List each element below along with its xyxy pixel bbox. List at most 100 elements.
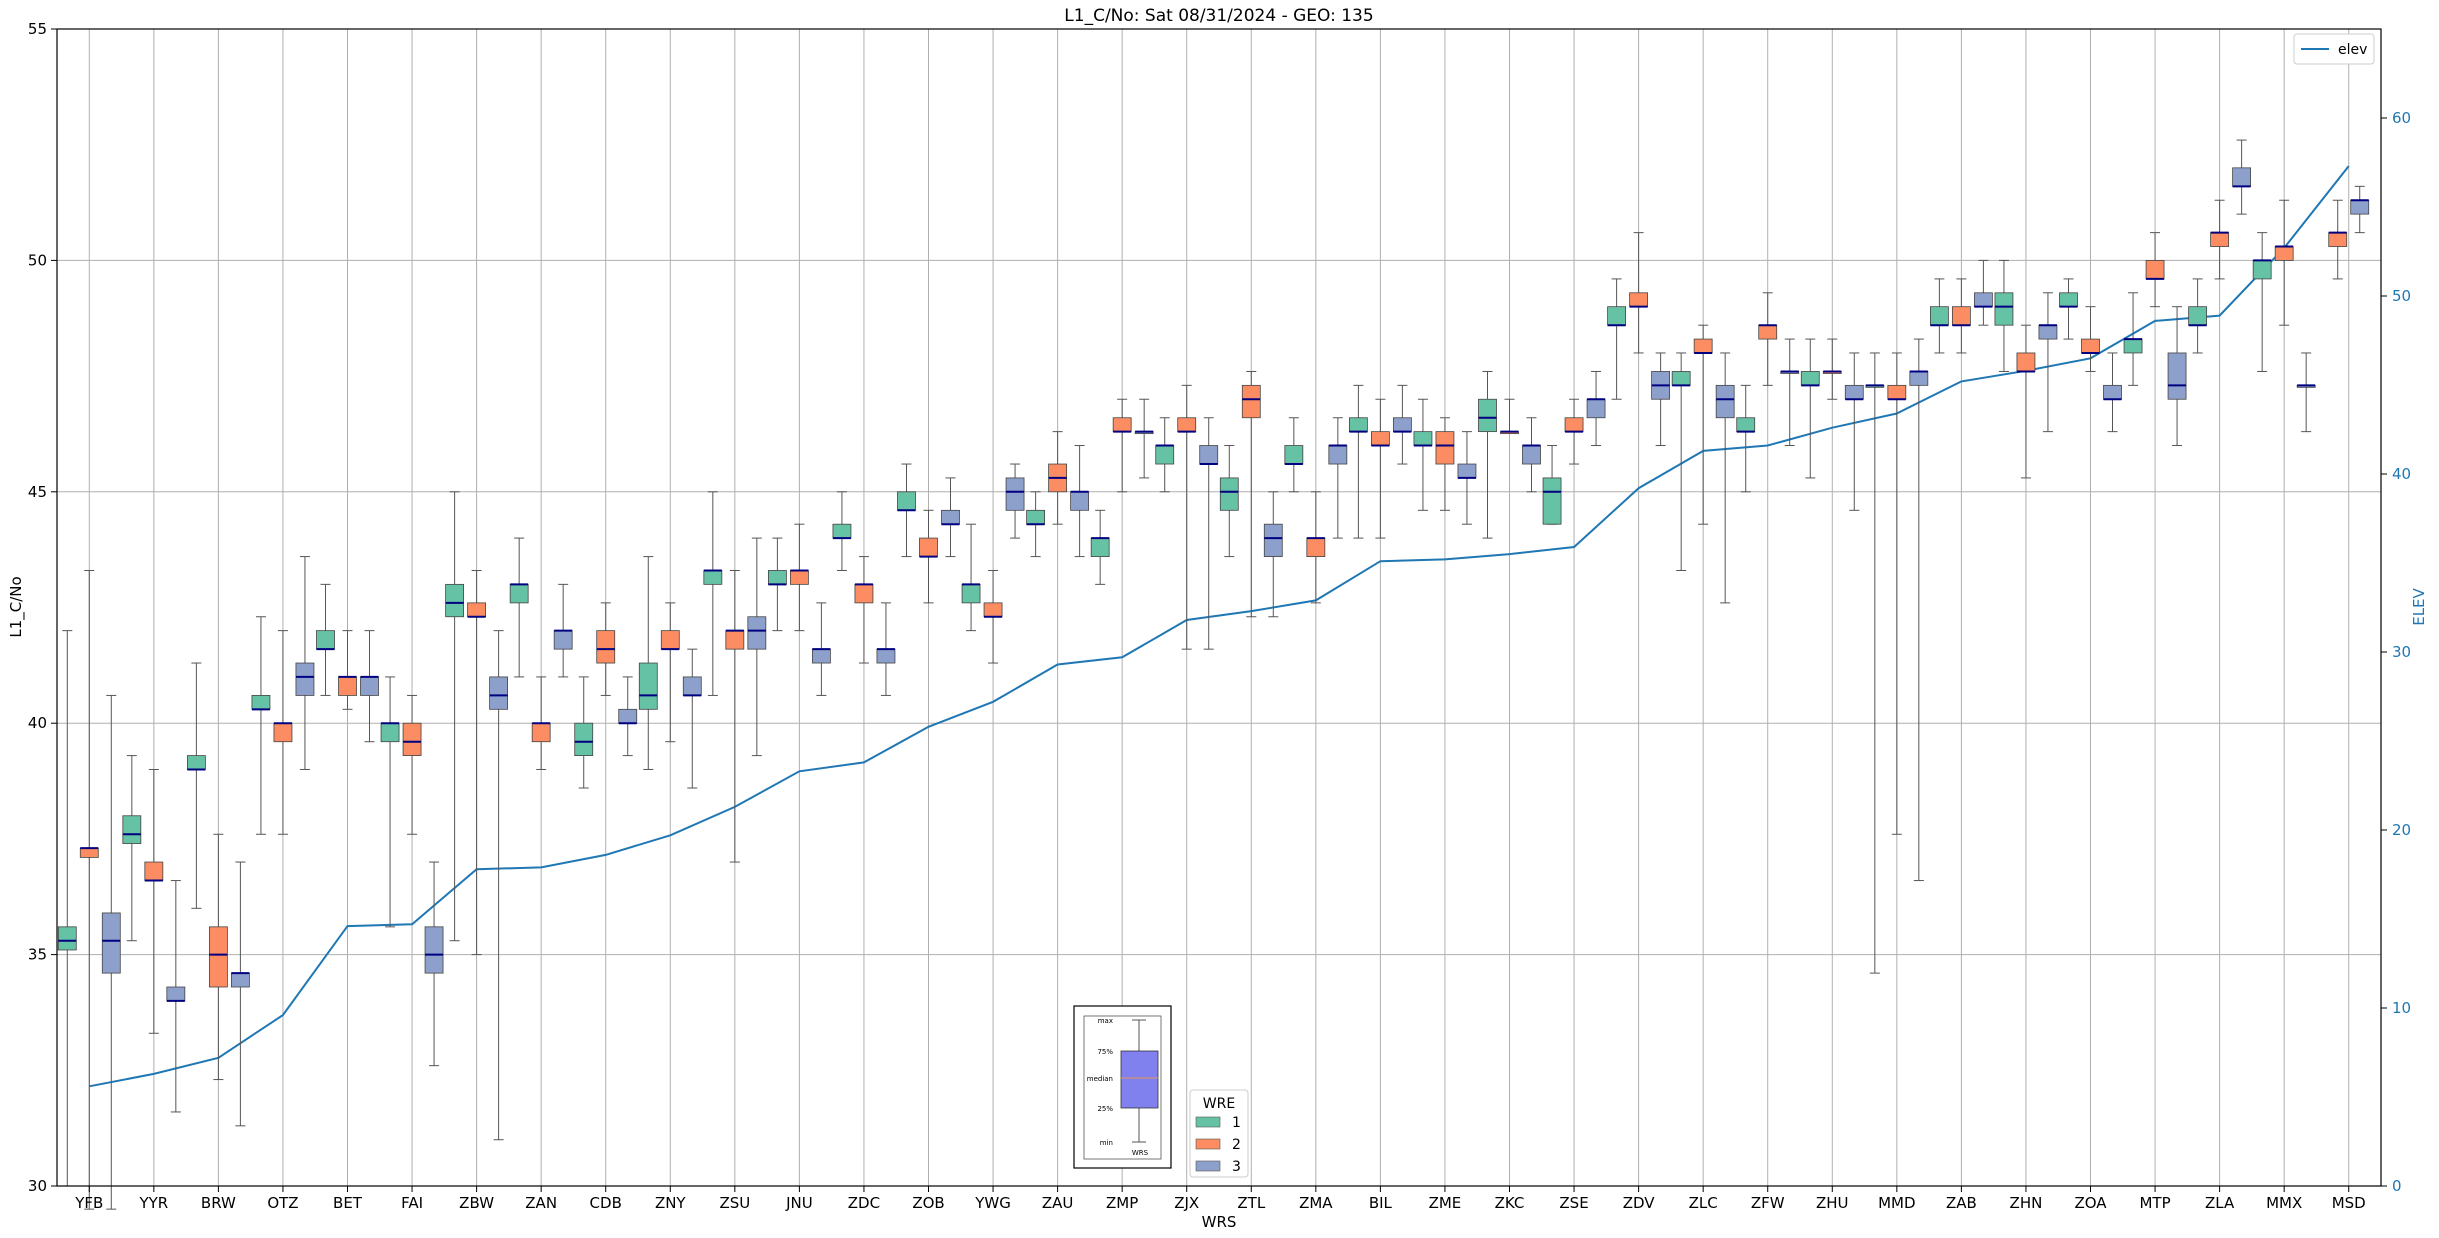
box-ZAU-wre1 [1026,509,1046,525]
x-tick-label-ZAU: ZAU [1042,1194,1074,1212]
box-ZSU-wre2 [725,630,745,650]
x-tick-label-ZBW: ZBW [459,1194,494,1212]
box-ZLA-wre3 [2232,167,2252,187]
box-BIL-wre1 [1348,417,1368,433]
box-ZDC-wre1 [832,523,852,539]
box-MSD-wre3 [2350,199,2370,215]
box-MMX-wre1 [2252,259,2272,280]
y-right-tick-label-60: 60 [2392,109,2411,127]
x-tick-label-ZHN: ZHN [2010,1194,2043,1212]
box-ZOA-wre2 [2081,338,2100,354]
box-ZFW-wre2 [1758,324,1778,340]
box-key-x-label: WRS [1132,1149,1149,1157]
box-ZLC-wre2 [1693,338,1713,354]
box-OTZ-wre1 [251,695,271,710]
y-axis-right-label: ELEV [2410,587,2428,625]
box-BET-wre3 [360,676,379,696]
box-ZTL-wre1 [1219,477,1239,511]
box-ZNY-wre3 [682,676,702,696]
box-ZOA-wre3 [2103,384,2122,400]
x-tick-label-ZJX: ZJX [1174,1194,1199,1212]
box-ZAN-wre2 [531,722,551,743]
box-ZJX-wre3 [1199,445,1219,465]
box-key-min-label: min [1100,1139,1113,1147]
x-tick-label-ZLC: ZLC [1689,1194,1718,1212]
x-tick-label-CDB: CDB [590,1194,622,1212]
x-tick-label-MTP: MTP [2139,1194,2170,1212]
elev-legend-label: elev [2338,42,2367,58]
box-FAI-wre3 [424,926,444,974]
elev-legend: elev [2293,33,2375,65]
box-ZMA-wre2 [1306,537,1326,557]
box-ZJX-wre2 [1177,417,1197,433]
box-YYR-wre1 [122,815,142,844]
box-ZNY-wre2 [660,630,680,650]
x-axis-label: WRS [1202,1213,1237,1231]
wre-legend: WRE 1 2 3 [1189,1089,1249,1178]
box-MTP-wre3 [2167,352,2187,400]
box-ZTL-wre3 [1263,523,1283,557]
x-tick-label-ZSU: ZSU [719,1194,750,1212]
box-YYR-wre2 [144,861,164,881]
box-ZAB-wre3 [1973,292,1993,308]
box-key-q3-label: 75% [1097,1048,1113,1056]
x-tick-label-ZFW: ZFW [1751,1194,1785,1212]
x-tick-label-YFB: YFB [74,1194,103,1212]
box-ZME-wre2 [1435,431,1455,465]
box-ZSE-wre1 [1542,477,1562,525]
box-ZSE-wre3 [1586,398,1606,419]
box-ZMP-wre1 [1090,537,1110,557]
box-ZOB-wre2 [919,537,938,557]
box-ZTL-wre2 [1241,384,1261,419]
plot-frame [56,28,2382,1187]
x-tick-label-ZOA: ZOA [2074,1194,2107,1212]
box-ZFW-wre1 [1736,417,1756,433]
box-ZHU-wre1 [1800,371,1820,386]
x-tick-label-ZMA: ZMA [1299,1194,1333,1212]
x-tick-label-ZMP: ZMP [1106,1194,1138,1212]
box-ZHN-wre2 [2016,352,2036,372]
box-ZHN-wre3 [2038,324,2058,340]
box-OTZ-wre2 [273,722,293,743]
box-ZSU-wre3 [747,616,767,650]
wre-legend-swatch-2 [1195,1138,1221,1150]
box-ZAB-wre2 [1951,306,1971,326]
box-ZNY-wre1 [638,662,658,710]
box-ZDV-wre2 [1629,292,1649,308]
wre-legend-title: WRE [1203,1096,1235,1112]
box-ZME-wre1 [1413,431,1433,446]
box-ZMA-wre1 [1284,445,1304,465]
box-ZSU-wre1 [703,570,723,585]
box-ZAU-wre3 [1070,491,1090,511]
x-tick-label-MSD: MSD [2332,1194,2366,1212]
elev-line [89,165,2350,1088]
y-right-tick-label-40: 40 [2392,465,2411,483]
x-tick-label-ZME: ZME [1429,1194,1462,1212]
x-tick-label-YWG: YWG [974,1194,1011,1212]
x-tick-label-MMX: MMX [2266,1194,2302,1212]
wre-legend-swatch-3 [1195,1160,1221,1172]
x-tick-label-BIL: BIL [1369,1194,1393,1212]
box-CDB-wre1 [574,722,594,756]
box-BIL-wre3 [1392,417,1412,433]
box-YFB-wre1 [57,926,77,951]
elev-line-layer [89,165,2350,1088]
x-tick-label-ZLA: ZLA [2205,1194,2235,1212]
y-tick-label-35: 35 [28,946,47,964]
y-tick-label-30: 30 [28,1177,47,1195]
box-ZOB-wre1 [897,491,916,511]
box-ZLA-wre1 [2188,306,2208,326]
box-ZMA-wre3 [1328,445,1348,465]
box-key-median-label: median [1087,1075,1113,1083]
box-FAI-wre1 [380,722,400,743]
box-BET-wre2 [338,676,357,696]
box-ZKC-wre1 [1478,398,1497,433]
box-BET-wre1 [316,630,335,650]
x-tick-label-ZNY: ZNY [655,1194,686,1212]
box-YYR-wre3 [166,986,186,1002]
box-JNU-wre1 [767,570,787,585]
box-OTZ-wre3 [295,662,315,696]
box-ZAB-wre1 [1929,306,1949,326]
